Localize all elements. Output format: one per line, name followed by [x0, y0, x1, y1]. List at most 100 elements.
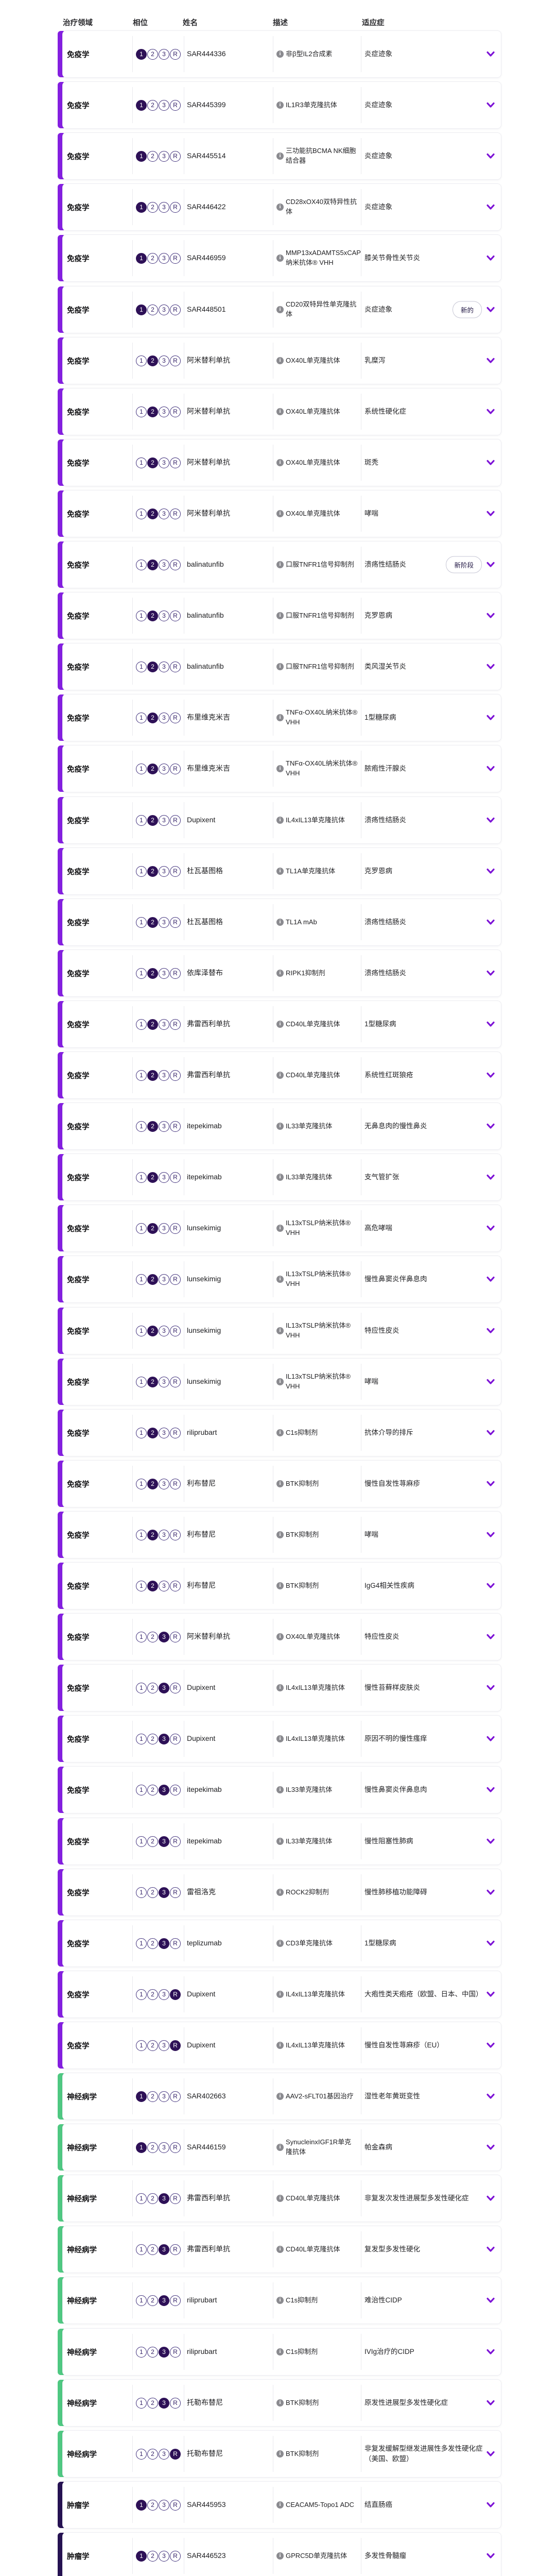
info-icon[interactable]: i [276, 2093, 284, 2100]
info-icon[interactable]: i [276, 357, 284, 364]
chevron-down-icon[interactable] [486, 1889, 495, 1895]
info-icon[interactable]: i [276, 152, 284, 160]
chevron-down-icon[interactable] [486, 2093, 495, 2099]
info-icon[interactable]: i [276, 1021, 284, 1028]
chevron-down-icon[interactable] [486, 1991, 495, 1997]
chevron-down-icon[interactable] [486, 1276, 495, 1282]
info-icon[interactable]: i [276, 561, 284, 568]
chevron-down-icon[interactable] [486, 1123, 495, 1129]
chevron-down-icon[interactable] [486, 1787, 495, 1793]
chevron-down-icon[interactable] [486, 204, 495, 210]
info-icon[interactable]: i [276, 1838, 284, 1845]
info-icon[interactable]: i [276, 2246, 284, 2253]
chevron-down-icon[interactable] [486, 1174, 495, 1180]
chevron-down-icon[interactable] [486, 2144, 495, 2150]
chevron-down-icon[interactable] [486, 2451, 495, 2457]
info-icon[interactable]: i [276, 2501, 284, 2509]
info-icon[interactable]: i [276, 817, 284, 824]
info-icon[interactable]: i [276, 408, 284, 415]
chevron-down-icon[interactable] [486, 1838, 495, 1844]
chevron-down-icon[interactable] [486, 307, 495, 313]
chevron-down-icon[interactable] [486, 2042, 495, 2048]
info-icon[interactable]: i [276, 1889, 284, 1896]
chevron-down-icon[interactable] [486, 613, 495, 619]
info-icon[interactable]: i [276, 306, 284, 313]
info-icon[interactable]: i [276, 1072, 284, 1079]
chevron-down-icon[interactable] [486, 1021, 495, 1027]
chevron-down-icon[interactable] [486, 1634, 495, 1640]
chevron-down-icon[interactable] [486, 2246, 495, 2252]
chevron-down-icon[interactable] [486, 919, 495, 925]
info-icon[interactable]: i [276, 714, 284, 721]
info-icon[interactable]: i [276, 1582, 284, 1589]
info-icon[interactable]: i [276, 50, 284, 58]
info-icon[interactable]: i [276, 1480, 284, 1487]
info-icon[interactable]: i [276, 1276, 284, 1283]
chevron-down-icon[interactable] [486, 715, 495, 721]
info-icon[interactable]: i [276, 204, 284, 211]
chevron-down-icon[interactable] [486, 1532, 495, 1538]
chevron-down-icon[interactable] [486, 1940, 495, 1946]
info-icon[interactable]: i [276, 255, 284, 262]
info-icon[interactable]: i [276, 101, 284, 109]
info-icon[interactable]: i [276, 919, 284, 926]
chevron-down-icon[interactable] [486, 255, 495, 261]
chevron-down-icon[interactable] [486, 460, 495, 466]
chevron-down-icon[interactable] [486, 1379, 495, 1385]
chevron-down-icon[interactable] [486, 1685, 495, 1691]
chevron-down-icon[interactable] [486, 1736, 495, 1742]
info-icon[interactable]: i [276, 2399, 284, 2406]
chevron-down-icon[interactable] [486, 2297, 495, 2303]
info-icon[interactable]: i [276, 2042, 284, 2049]
info-icon[interactable]: i [276, 663, 284, 670]
